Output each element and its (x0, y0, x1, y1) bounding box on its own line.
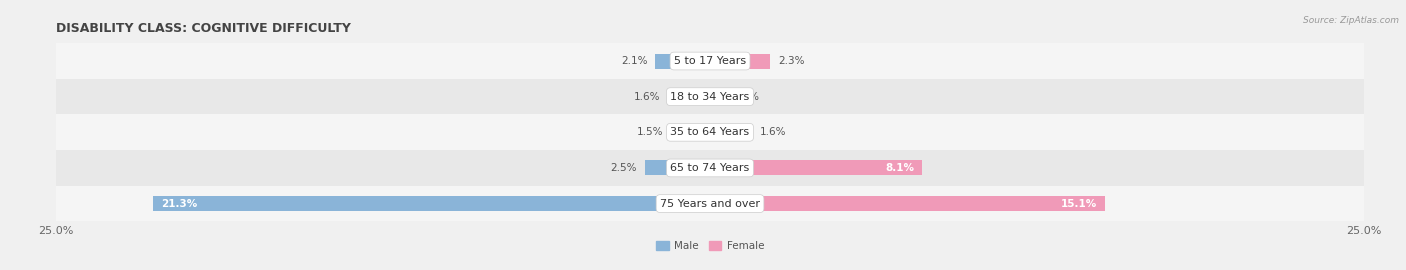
Bar (56, 186, 1364, 221)
Text: Source: ZipAtlas.com: Source: ZipAtlas.com (1303, 16, 1399, 25)
Text: 18 to 34 Years: 18 to 34 Years (671, 92, 749, 102)
Text: 0.33%: 0.33% (727, 92, 759, 102)
Bar (710, 196, 1105, 211)
Bar (668, 89, 710, 104)
Bar (56, 114, 1364, 150)
Bar (710, 53, 770, 69)
Text: 65 to 74 Years: 65 to 74 Years (671, 163, 749, 173)
Text: 15.1%: 15.1% (1060, 198, 1097, 209)
Bar (56, 43, 1364, 79)
Text: 8.1%: 8.1% (884, 163, 914, 173)
Bar (655, 53, 710, 69)
Text: 5 to 17 Years: 5 to 17 Years (673, 56, 747, 66)
Bar (710, 160, 922, 176)
Text: 1.5%: 1.5% (637, 127, 664, 137)
Text: 2.1%: 2.1% (621, 56, 647, 66)
Text: 21.3%: 21.3% (160, 198, 197, 209)
Text: 2.5%: 2.5% (610, 163, 637, 173)
Bar (56, 79, 1364, 114)
Bar (153, 196, 710, 211)
Text: 1.6%: 1.6% (759, 127, 786, 137)
Bar (56, 150, 1364, 186)
Bar (671, 125, 710, 140)
Text: 1.6%: 1.6% (634, 92, 661, 102)
Text: 2.3%: 2.3% (778, 56, 804, 66)
Text: 35 to 64 Years: 35 to 64 Years (671, 127, 749, 137)
Bar (710, 89, 718, 104)
Legend: Male, Female: Male, Female (652, 237, 768, 255)
Text: DISABILITY CLASS: COGNITIVE DIFFICULTY: DISABILITY CLASS: COGNITIVE DIFFICULTY (56, 22, 352, 35)
Text: 75 Years and over: 75 Years and over (659, 198, 761, 209)
Bar (710, 125, 752, 140)
Bar (644, 160, 710, 176)
